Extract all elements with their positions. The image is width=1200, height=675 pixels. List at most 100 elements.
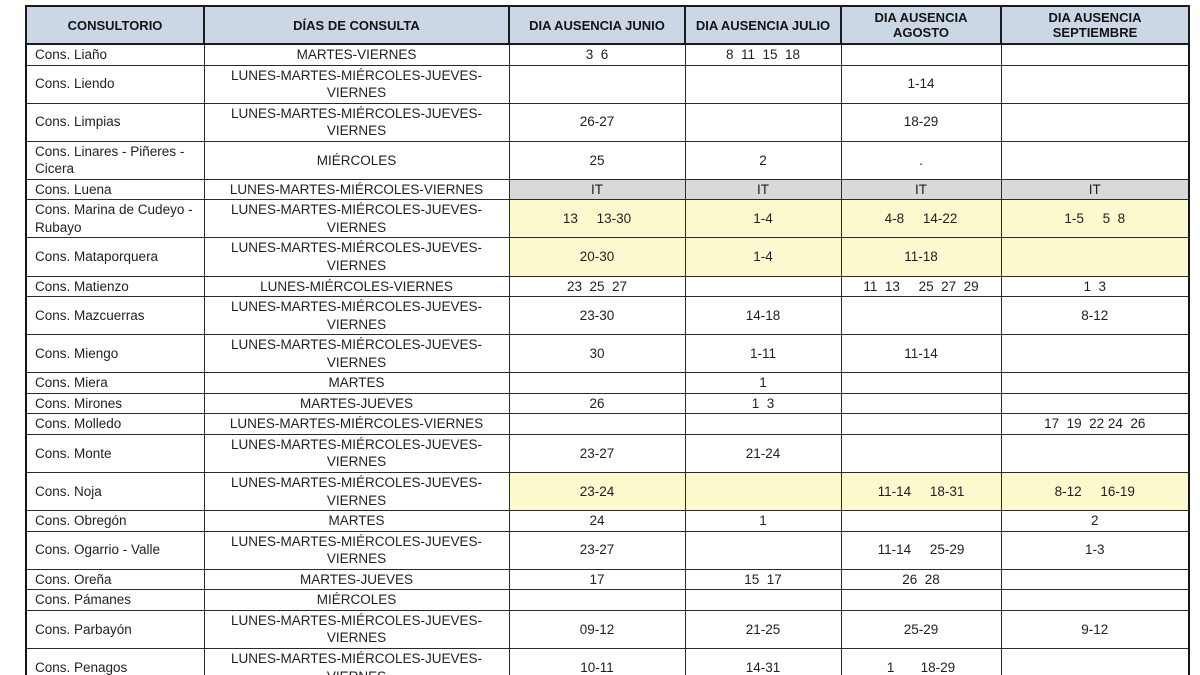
ausencia-julio-cell: 2: [684, 140, 842, 180]
consultorio-cell: Cons. Pámanes: [25, 589, 205, 611]
dias-consulta-cell: LUNES-MARTES-MIÉRCOLES-VIERNES: [203, 413, 510, 435]
ausencia-agosto-cell: [840, 510, 1002, 532]
consultorio-cell: Cons. Noja: [25, 472, 205, 512]
ausencia-junio-cell: [508, 413, 686, 435]
ausencia-agosto-cell: 11 13 25 27 29: [840, 275, 1002, 298]
column-header-dias-consulta: DÍAS DE CONSULTA: [203, 5, 510, 45]
ausencia-agosto-cell: 11-18: [840, 237, 1002, 277]
ausencia-agosto-cell: 25-29: [840, 609, 1002, 649]
ausencia-junio-cell: 30: [508, 334, 686, 374]
ausencia-agosto-cell: 1 18-29: [840, 647, 1002, 675]
ausencia-junio-cell: 09-12: [508, 609, 686, 649]
ausencia-julio-cell: 21-25: [684, 609, 842, 649]
consultorio-cell: Cons. Molledo: [25, 413, 205, 435]
consultorio-cell: Cons. Luena: [25, 178, 205, 201]
dias-consulta-cell: MARTES-JUEVES: [203, 392, 510, 415]
ausencia-junio-cell: 23-30: [508, 296, 686, 336]
ausencia-junio-cell: 23-27: [508, 530, 686, 570]
ausencia-agosto-cell: 1-14: [840, 64, 1002, 104]
ausencia-julio-cell: 21-24: [684, 433, 842, 474]
ausencia-julio-cell: 1-4: [684, 237, 842, 277]
dias-consulta-cell: LUNES-MARTES-MIÉRCOLES-JUEVES-VIERNES: [203, 296, 510, 336]
table-row: Cons. Mirones MARTES-JUEVES 26 1 3: [25, 392, 1190, 415]
dias-consulta-cell: LUNES-MARTES-MIÉRCOLES-JUEVES-VIERNES: [203, 530, 510, 570]
ausencia-agosto-cell: [840, 413, 1002, 435]
ausencia-julio-cell: 1: [684, 372, 842, 394]
consultorio-cell: Cons. Liendo: [25, 64, 205, 104]
consultorio-cell: Cons. Liaño: [25, 43, 205, 66]
ausencia-junio-cell: 23-24: [508, 472, 686, 512]
ausencia-agosto-cell: 11-14 18-31: [840, 472, 1002, 512]
ausencia-junio-cell: 20-30: [508, 237, 686, 277]
ausencia-septiembre-cell: 8-12 16-19: [1000, 472, 1190, 512]
consultorio-cell: Cons. Penagos: [25, 647, 205, 675]
ausencia-septiembre-cell: 1-3: [1000, 530, 1190, 570]
absence-schedule-table: CONSULTORIO DÍAS DE CONSULTA DIA AUSENCI…: [25, 5, 1190, 675]
ausencia-julio-cell: 1-11: [684, 334, 842, 374]
consultorio-cell: Cons. Miera: [25, 372, 205, 394]
column-header-ausencia-agosto: DIA AUSENCIA AGOSTO: [840, 5, 1002, 45]
ausencia-julio-cell: [684, 275, 842, 298]
consultorio-cell: Cons. Mazcuerras: [25, 296, 205, 336]
ausencia-agosto-cell: [840, 296, 1002, 336]
consultorio-cell: Cons. Oreña: [25, 568, 205, 591]
table-row: Cons. Liaño MARTES-VIERNES 3 6 8 11 15 1…: [25, 43, 1190, 66]
consultorio-cell: Cons. Mataporquera: [25, 237, 205, 277]
ausencia-septiembre-cell: [1000, 102, 1190, 142]
consultorio-cell: Cons. Miengo: [25, 334, 205, 374]
ausencia-julio-cell: 1-4: [684, 199, 842, 239]
ausencia-julio-cell: IT: [684, 178, 842, 201]
ausencia-julio-cell: 15 17: [684, 568, 842, 591]
dias-consulta-cell: LUNES-MARTES-MIÉRCOLES-JUEVES-VIERNES: [203, 64, 510, 104]
ausencia-agosto-cell: [840, 392, 1002, 415]
dias-consulta-cell: LUNES-MARTES-MIÉRCOLES-JUEVES-VIERNES: [203, 472, 510, 512]
column-header-ausencia-junio: DIA AUSENCIA JUNIO: [508, 5, 686, 45]
ausencia-septiembre-cell: IT: [1000, 178, 1190, 201]
table-row: Cons. Oreña MARTES-JUEVES 17 15 17 26 28: [25, 568, 1190, 591]
ausencia-julio-cell: [684, 64, 842, 104]
ausencia-junio-cell: 24: [508, 510, 686, 532]
table-row: Cons. Parbayón LUNES-MARTES-MIÉRCOLES-JU…: [25, 609, 1190, 649]
ausencia-septiembre-cell: 8-12: [1000, 296, 1190, 336]
consultorio-cell: Cons. Monte: [25, 433, 205, 474]
table-row: Cons. Molledo LUNES-MARTES-MIÉRCOLES-VIE…: [25, 413, 1190, 435]
table-row: Cons. Luena LUNES-MARTES-MIÉRCOLES-VIERN…: [25, 178, 1190, 201]
ausencia-julio-cell: 14-31: [684, 647, 842, 675]
ausencia-agosto-cell: [840, 372, 1002, 394]
dias-consulta-cell: LUNES-MARTES-MIÉRCOLES-JUEVES-VIERNES: [203, 609, 510, 649]
ausencia-septiembre-cell: [1000, 647, 1190, 675]
consultorio-cell: Cons. Mirones: [25, 392, 205, 415]
ausencia-agosto-cell: [840, 43, 1002, 66]
dias-consulta-cell: LUNES-MARTES-MIÉRCOLES-VIERNES: [203, 178, 510, 201]
dias-consulta-cell: MARTES: [203, 372, 510, 394]
table-row: Cons. Monte LUNES-MARTES-MIÉRCOLES-JUEVE…: [25, 433, 1190, 474]
ausencia-septiembre-cell: 2: [1000, 510, 1190, 532]
table-row: Cons. Noja LUNES-MARTES-MIÉRCOLES-JUEVES…: [25, 472, 1190, 512]
dias-consulta-cell: MIÉRCOLES: [203, 140, 510, 180]
ausencia-septiembre-cell: [1000, 392, 1190, 415]
ausencia-agosto-cell: 4-8 14-22: [840, 199, 1002, 239]
ausencia-julio-cell: 1 3: [684, 392, 842, 415]
ausencia-julio-cell: [684, 530, 842, 570]
table-row: Cons. Ogarrio - Valle LUNES-MARTES-MIÉRC…: [25, 530, 1190, 570]
ausencia-agosto-cell: [840, 433, 1002, 474]
table-row: Cons. Mataporquera LUNES-MARTES-MIÉRCOLE…: [25, 237, 1190, 277]
consultorio-cell: Cons. Linares - Piñeres - Cicera: [25, 140, 205, 180]
table-header: CONSULTORIO DÍAS DE CONSULTA DIA AUSENCI…: [25, 5, 1190, 45]
ausencia-agosto-cell: IT: [840, 178, 1002, 201]
ausencia-junio-cell: 23-27: [508, 433, 686, 474]
ausencia-junio-cell: [508, 589, 686, 611]
ausencia-junio-cell: IT: [508, 178, 686, 201]
table-row: Cons. Miera MARTES 1: [25, 372, 1190, 394]
dias-consulta-cell: MARTES-VIERNES: [203, 43, 510, 66]
ausencia-junio-cell: 17: [508, 568, 686, 591]
ausencia-julio-cell: [684, 472, 842, 512]
consultorio-cell: Cons. Ogarrio - Valle: [25, 530, 205, 570]
ausencia-agosto-cell: 18-29: [840, 102, 1002, 142]
ausencia-agosto-cell: 26 28: [840, 568, 1002, 591]
dias-consulta-cell: LUNES-MARTES-MIÉRCOLES-JUEVES-VIERNES: [203, 102, 510, 142]
dias-consulta-cell: MARTES: [203, 510, 510, 532]
dias-consulta-cell: LUNES-MARTES-MIÉRCOLES-JUEVES-VIERNES: [203, 334, 510, 374]
ausencia-junio-cell: [508, 64, 686, 104]
